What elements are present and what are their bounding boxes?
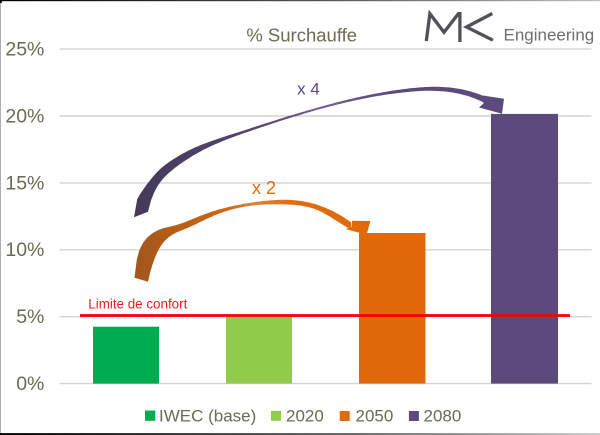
svg-text:Engineering: Engineering xyxy=(504,25,595,44)
svg-text:2050: 2050 xyxy=(356,406,394,425)
svg-text:x 4: x 4 xyxy=(297,80,320,99)
svg-text:0%: 0% xyxy=(16,373,44,395)
svg-text:15%: 15% xyxy=(5,172,44,194)
svg-text:2080: 2080 xyxy=(424,406,462,425)
svg-text:20%: 20% xyxy=(5,105,44,127)
svg-text:25%: 25% xyxy=(5,39,44,61)
svg-text:Limite de confort: Limite de confort xyxy=(88,297,187,312)
svg-text:IWEC (base): IWEC (base) xyxy=(159,406,256,425)
svg-text:10%: 10% xyxy=(5,239,44,261)
svg-text:2020: 2020 xyxy=(286,406,324,425)
svg-text:% Surchauffe: % Surchauffe xyxy=(246,24,357,45)
svg-text:5%: 5% xyxy=(16,306,44,328)
svg-text:x 2: x 2 xyxy=(252,178,276,198)
